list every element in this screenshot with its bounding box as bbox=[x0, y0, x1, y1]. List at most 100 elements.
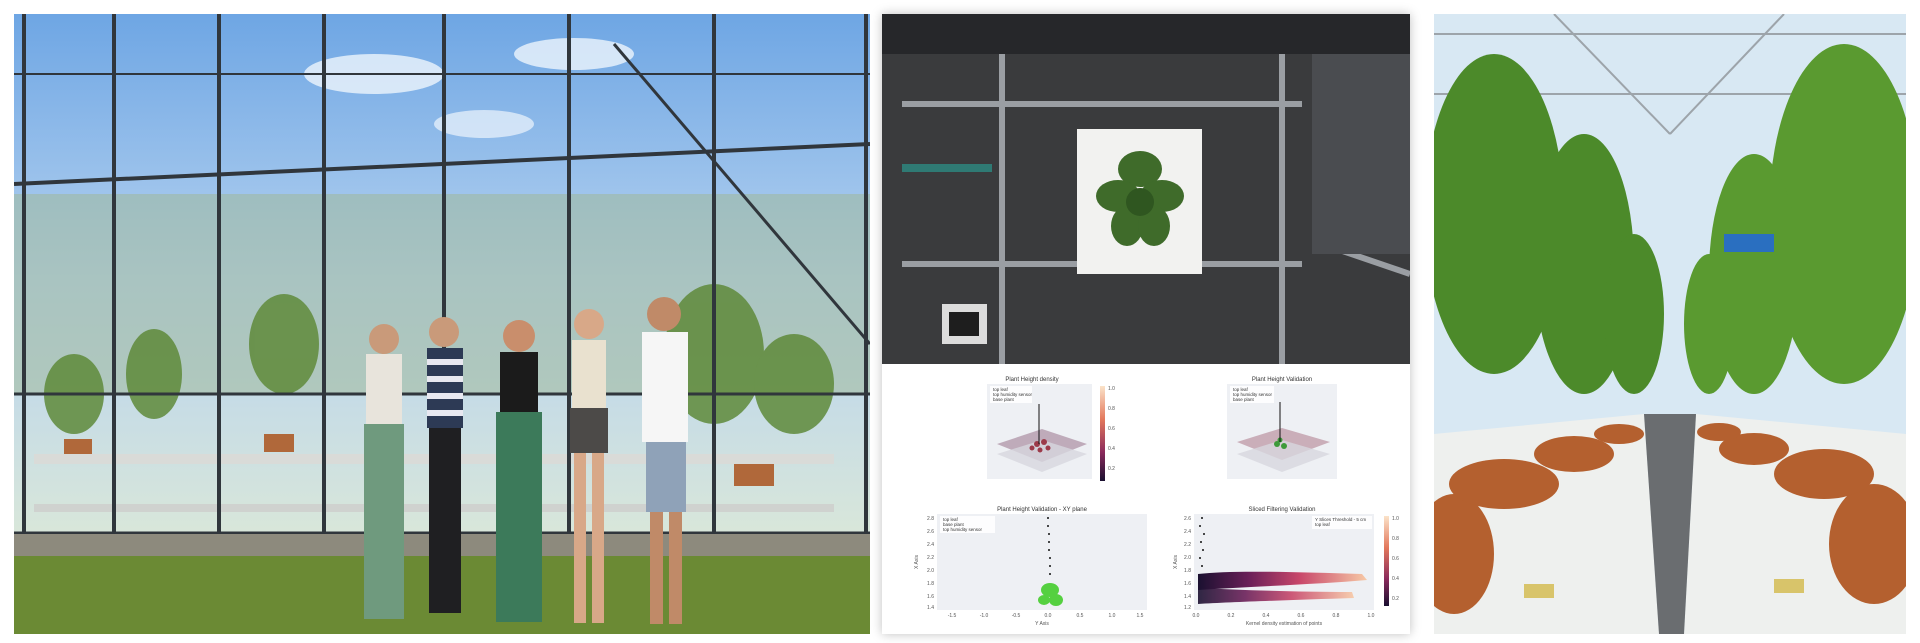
plant-height-density-chart: Plant Height density top leaf top humidi… bbox=[982, 374, 1122, 494]
cloud bbox=[434, 110, 534, 138]
colorbar-tick: 0.4 bbox=[1108, 446, 1115, 452]
x-tick: 0.4 bbox=[1263, 613, 1270, 619]
legend: top leaf base plant top humidity sensor bbox=[940, 516, 995, 533]
x-tick: 1.0 bbox=[1368, 613, 1375, 619]
colorbar-tick: 0.4 bbox=[1392, 576, 1399, 582]
y-tick: 2.0 bbox=[927, 568, 934, 574]
colorbar bbox=[1384, 516, 1389, 606]
blue-sensor bbox=[1724, 234, 1774, 252]
sensor-screen bbox=[949, 312, 979, 336]
colorbar-tick: 0.2 bbox=[1108, 466, 1115, 472]
legend-item: top leaf bbox=[993, 387, 1009, 392]
colorbar-tick: 0.6 bbox=[1108, 426, 1115, 432]
colorbar-tick: 1.0 bbox=[1108, 386, 1115, 392]
y-tick: 1.4 bbox=[927, 605, 934, 611]
stem-points bbox=[1047, 517, 1051, 575]
chart-title: Plant Height Validation - XY plane bbox=[997, 507, 1087, 513]
person bbox=[642, 297, 688, 624]
legend-item: base plant bbox=[1233, 397, 1255, 402]
plant-height-validation-chart: Plant Height Validation top leaf top hum… bbox=[1222, 374, 1352, 494]
person bbox=[496, 320, 542, 622]
x-tick: -0.5 bbox=[1012, 613, 1021, 619]
y-tick: 1.6 bbox=[927, 594, 934, 600]
y-tick: 2.6 bbox=[1184, 516, 1191, 522]
colorbar-tick: 1.0 bbox=[1392, 516, 1399, 522]
chart-title: Plant Height Validation bbox=[1252, 377, 1312, 383]
y-tick: 2.2 bbox=[927, 555, 934, 561]
chart-title: Sliced Filtering Validation bbox=[1249, 507, 1316, 513]
legend-item: base plant bbox=[993, 397, 1015, 402]
greenhouse-group-photo bbox=[14, 14, 870, 634]
x-tick: 0.5 bbox=[1077, 613, 1084, 619]
pots-left bbox=[1434, 424, 1644, 614]
y-tick: 2.2 bbox=[1184, 542, 1191, 548]
greenhouse-group-illustration bbox=[14, 14, 870, 634]
x-tick: 0.0 bbox=[1045, 613, 1052, 619]
top-leaf-trace bbox=[1199, 517, 1205, 567]
y-tick: 2.4 bbox=[1184, 529, 1191, 535]
y-axis-label: X Axis bbox=[914, 555, 920, 569]
x-tick: 0.2 bbox=[1228, 613, 1235, 619]
legend-item: top leaf bbox=[1233, 387, 1249, 392]
scanner-photo bbox=[882, 14, 1410, 364]
y-tick: 1.6 bbox=[1184, 581, 1191, 587]
y-tick: 2.4 bbox=[927, 542, 934, 548]
legend-item: Y Slices Threshold - 5 cm bbox=[1315, 517, 1366, 522]
cloud bbox=[514, 38, 634, 70]
y-tick: 2.8 bbox=[927, 516, 934, 522]
lower-plane bbox=[997, 440, 1087, 472]
person bbox=[364, 324, 404, 619]
lower-plane bbox=[1237, 440, 1330, 472]
legend-item: top humidity sensor bbox=[1233, 392, 1273, 397]
legend-item: top leaf bbox=[943, 517, 959, 522]
y-tick: 1.8 bbox=[927, 581, 934, 587]
x-tick: 0.6 bbox=[1298, 613, 1305, 619]
y-tick-labels: 2.6 2.4 2.2 2.0 1.8 1.6 1.4 1.2 bbox=[1184, 516, 1191, 611]
y-tick-labels: 2.8 2.6 2.4 2.2 2.0 1.8 1.6 1.4 bbox=[927, 516, 934, 611]
legend: top leaf top humidity sensor base plant bbox=[1230, 386, 1274, 403]
x-tick: 1.5 bbox=[1137, 613, 1144, 619]
legend: top leaf top humidity sensor base plant bbox=[990, 386, 1033, 403]
x-tick: -1.5 bbox=[948, 613, 957, 619]
colorbar-tick: 0.8 bbox=[1392, 536, 1399, 542]
colorbar-tick: 0.2 bbox=[1392, 596, 1399, 602]
x-tick: 0.8 bbox=[1333, 613, 1340, 619]
x-axis-label: Y Axis bbox=[1035, 621, 1049, 627]
leaf-points bbox=[1038, 583, 1063, 606]
x-tick-labels: -1.5 -1.0 -0.5 0.0 0.5 1.0 1.5 bbox=[948, 613, 1144, 619]
legend-item: top humidity sensor bbox=[943, 527, 983, 532]
greenhouse-aisle-photo bbox=[1434, 14, 1906, 634]
x-axis-label: Kernel density estimation of points bbox=[1246, 621, 1323, 627]
density-band bbox=[1198, 588, 1354, 604]
x-tick: 1.0 bbox=[1109, 613, 1116, 619]
colorbar bbox=[1100, 386, 1105, 481]
person bbox=[427, 317, 463, 613]
label-tag bbox=[1524, 584, 1554, 598]
plants-right bbox=[1684, 44, 1906, 394]
plant-leaves bbox=[1096, 151, 1184, 246]
label-tag bbox=[1774, 579, 1804, 593]
greenhouse-aisle-illustration bbox=[1434, 14, 1906, 634]
y-axis-label: X Axis bbox=[1173, 555, 1179, 569]
legend-item: base plant bbox=[943, 522, 965, 527]
y-tick: 2.6 bbox=[927, 529, 934, 535]
aisle-floor bbox=[1644, 414, 1696, 634]
pots-right bbox=[1697, 423, 1906, 604]
colorbar-tick: 0.8 bbox=[1108, 406, 1115, 412]
figure-panel: Plant Height density top leaf top humidi… bbox=[882, 14, 1410, 634]
colorbar-tick: 0.6 bbox=[1392, 556, 1399, 562]
sliced-filtering-validation-chart: Sliced Filtering Validation 2.6 2.4 2.2 … bbox=[1172, 504, 1402, 629]
rail bbox=[902, 164, 992, 172]
y-tick: 1.4 bbox=[1184, 594, 1191, 600]
side-panel bbox=[1312, 54, 1410, 254]
y-tick: 2.0 bbox=[1184, 555, 1191, 561]
legend-item: top humidity sensor bbox=[993, 392, 1033, 397]
x-tick: -1.0 bbox=[980, 613, 989, 619]
pots bbox=[64, 434, 774, 486]
point-cloud bbox=[1029, 439, 1051, 453]
plants-left bbox=[1434, 54, 1664, 394]
person bbox=[570, 309, 608, 623]
x-tick: 0.0 bbox=[1193, 613, 1200, 619]
legend: Y Slices Threshold - 5 cm top leaf bbox=[1312, 516, 1372, 529]
x-tick-labels: 0.0 0.2 0.4 0.6 0.8 1.0 bbox=[1193, 613, 1375, 619]
